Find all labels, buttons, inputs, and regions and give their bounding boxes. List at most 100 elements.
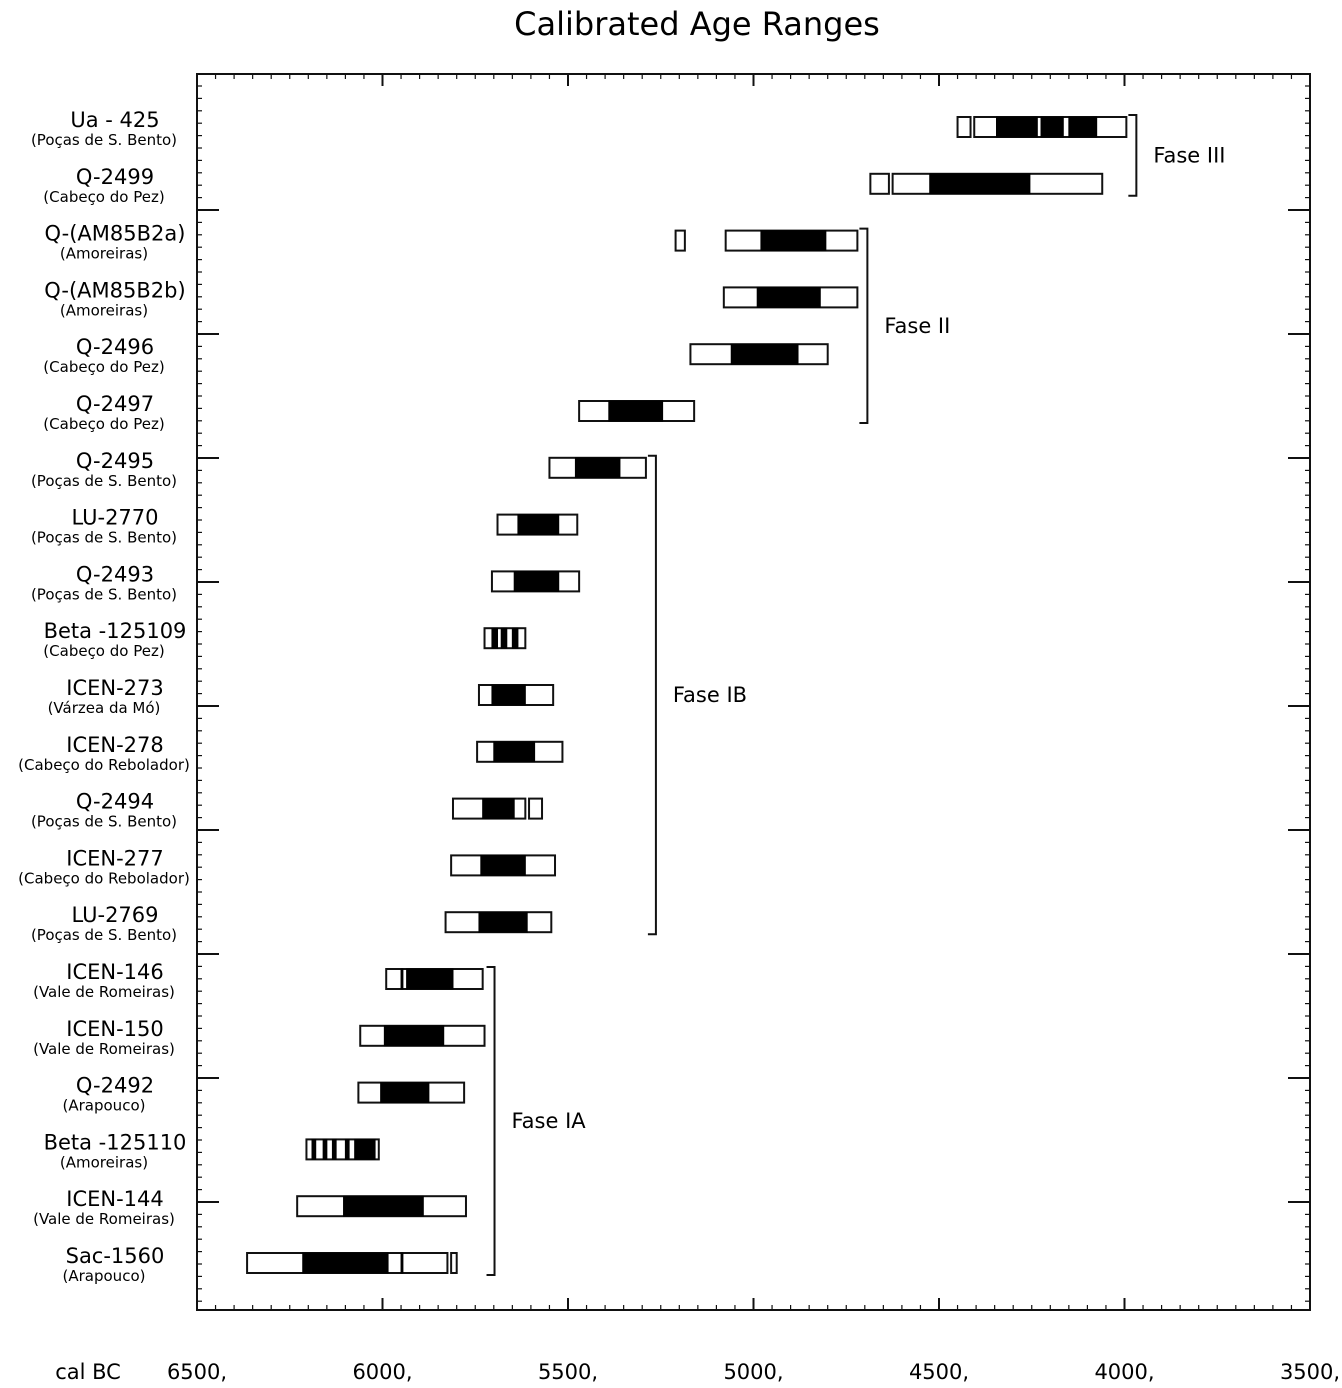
range-dark <box>354 1138 376 1160</box>
x-tick-label: 6500, <box>167 1360 227 1384</box>
sample-site: (Poças de S. Bento) <box>31 926 177 944</box>
sample-ranges <box>246 116 1128 1274</box>
sample-lab-code: Q-(AM85B2b) <box>44 278 185 302</box>
range-dark <box>491 627 499 649</box>
range-dark <box>1068 116 1098 138</box>
range-dark <box>929 173 1031 195</box>
range-dark <box>343 1195 424 1217</box>
sample-lab-code: Q-2495 <box>76 449 154 473</box>
range-dark <box>380 1082 430 1104</box>
sample-lab-code: ICEN-150 <box>66 1017 164 1041</box>
range-dark <box>756 286 821 308</box>
sample-site: (Poças de S. Bento) <box>31 472 177 490</box>
range-dark <box>500 627 508 649</box>
range-dark <box>511 627 519 649</box>
sample-labels: Ua - 425(Poças de S. Bento)Q-2499(Cabeço… <box>18 108 190 1285</box>
sample-row <box>490 570 581 593</box>
range-dark <box>482 798 515 820</box>
range-dark <box>478 911 528 933</box>
sample-row <box>450 854 557 877</box>
sample-lab-code: ICEN-146 <box>66 960 164 984</box>
phase-bracket: Fase III <box>1128 114 1225 197</box>
range-box <box>869 172 890 195</box>
phase-bracket: Fase IA <box>486 966 587 1276</box>
range-box <box>674 229 686 252</box>
range-dark <box>406 968 454 990</box>
range-dark <box>400 1252 404 1274</box>
sample-site: (Arapouco) <box>63 1097 146 1115</box>
sample-row <box>674 229 859 252</box>
sample-lab-code: Q-2496 <box>76 335 154 359</box>
x-tick-label: 5000, <box>723 1360 783 1384</box>
range-dark <box>480 854 526 876</box>
range-dark <box>513 570 560 592</box>
sample-lab-code: Ua - 425 <box>70 108 159 132</box>
sample-row <box>359 1024 486 1047</box>
range-dark <box>517 514 560 536</box>
sample-site: (Várzea da Mó) <box>48 699 161 717</box>
bracket-line <box>1128 114 1138 197</box>
sample-site: (Poças de S. Bento) <box>31 813 177 831</box>
phase-bracket: Fase II <box>859 227 950 424</box>
axis-ticks <box>196 74 1311 1310</box>
range-dark <box>1040 116 1064 138</box>
phase-brackets: Fase III Fase II Fase IB Fase IA <box>486 114 1225 1276</box>
sample-site: (Cabeço do Rebolador) <box>18 869 190 887</box>
sample-site: (Poças de S. Bento) <box>31 585 177 603</box>
sample-lab-code: ICEN-277 <box>66 846 164 870</box>
sample-row <box>296 1195 467 1218</box>
phase-label: Fase IA <box>512 1109 587 1133</box>
sample-site: (Cabeço do Pez) <box>43 358 164 376</box>
sample-site: (Vale de Romeiras) <box>33 983 175 1001</box>
sample-row <box>869 172 1104 195</box>
sample-lab-code: Q-2497 <box>76 392 154 416</box>
bracket-line <box>647 454 657 936</box>
sample-lab-code: ICEN-273 <box>66 676 164 700</box>
sample-lab-code: Q-(AM85B2a) <box>45 222 186 246</box>
phase-bracket: Fase IB <box>647 454 747 936</box>
sample-site: (Poças de S. Bento) <box>31 529 177 547</box>
sample-row <box>956 116 1128 138</box>
sample-site: (Amoreiras) <box>60 301 148 319</box>
plot-frame <box>196 73 1311 1311</box>
sample-lab-code: ICEN-144 <box>66 1187 164 1211</box>
sample-lab-code: Sac-1560 <box>66 1244 165 1268</box>
sample-row <box>689 343 829 366</box>
sample-row <box>451 797 544 820</box>
range-dark <box>322 1138 328 1160</box>
phase-label: Fase II <box>884 314 950 338</box>
bracket-line <box>859 227 869 424</box>
x-tick-label: 4000, <box>1094 1360 1154 1384</box>
sample-row <box>357 1081 466 1104</box>
sample-row <box>483 627 527 650</box>
range-dark <box>574 457 621 479</box>
range-dark <box>400 968 404 990</box>
range-box <box>528 797 544 820</box>
sample-lab-code: Q-2493 <box>76 562 154 586</box>
phase-label: Fase III <box>1153 143 1225 167</box>
sample-lab-code: LU-2769 <box>71 903 158 927</box>
x-axis: cal BC 6500, 6000, 5500, 5000, 4500, 4000, 350… <box>55 1360 1340 1384</box>
sample-site: (Amoreiras) <box>60 245 148 263</box>
phase-label: Fase IB <box>673 683 747 707</box>
sample-site: (Arapouco) <box>63 1267 146 1285</box>
x-tick-label: 5500, <box>538 1360 598 1384</box>
range-dark <box>608 400 664 422</box>
sample-lab-code: Q-2492 <box>76 1074 154 1098</box>
sample-row <box>496 513 579 536</box>
sample-site: (Poças de S. Bento) <box>31 131 177 149</box>
sample-row <box>476 740 564 763</box>
sample-row <box>722 286 859 309</box>
bracket-line <box>486 966 496 1276</box>
range-dark <box>996 116 1038 138</box>
x-axis-label: cal BC <box>55 1360 121 1384</box>
sample-site: (Cabeço do Pez) <box>43 642 164 660</box>
x-tick-label: 4500, <box>909 1360 969 1384</box>
sample-site: (Vale de Romeiras) <box>33 1210 175 1228</box>
sample-lab-code: LU-2770 <box>71 506 158 530</box>
sample-row <box>305 1138 380 1161</box>
sample-row <box>578 400 696 422</box>
sample-site: (Cabeço do Pez) <box>43 188 164 206</box>
x-tick-label: 3500, <box>1280 1360 1340 1384</box>
sample-lab-code: ICEN-278 <box>66 733 164 757</box>
